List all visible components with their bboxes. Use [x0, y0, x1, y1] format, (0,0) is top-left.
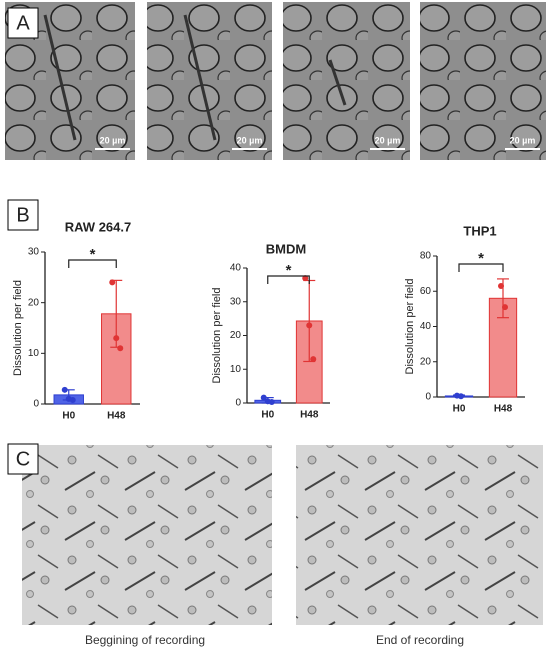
x-tick-label: H0 [62, 411, 75, 422]
crystal [328, 59, 347, 106]
data-point [502, 304, 508, 311]
significance-bracket [458, 263, 504, 272]
y-tick-label: 30 [28, 247, 40, 258]
data-point [310, 356, 317, 363]
data-point [458, 393, 464, 400]
x-tick-label: H0 [261, 410, 274, 421]
scale-bar-label: 20 µm [375, 135, 401, 145]
panel-b: B RAW 264.7 Dissolution per field 0 10 20 30 H… [7, 199, 525, 422]
y-tick-label: 60 [420, 286, 432, 297]
panel-label: B [16, 204, 29, 226]
significance-label: * [478, 250, 484, 267]
data-point [69, 396, 76, 403]
caption: End of recording [376, 633, 464, 647]
chart-title: THP1 [463, 223, 496, 238]
y-axis-label: Dissolution per field [404, 279, 416, 375]
data-point [113, 335, 120, 342]
y-tick-label: 0 [425, 392, 431, 403]
data-point [260, 394, 267, 401]
micrograph [147, 2, 272, 160]
panel-label: C [16, 448, 30, 470]
y-tick-label: 40 [420, 321, 432, 332]
chart-title: BMDM [266, 241, 306, 256]
y-axis-label: Dissolution per field [12, 280, 24, 376]
caption: Beggining of recording [85, 633, 205, 647]
y-tick-label: 30 [230, 296, 242, 307]
y-tick-label: 80 [420, 251, 432, 262]
x-tick-label: H48 [300, 410, 319, 421]
data-point [498, 282, 504, 289]
chart-title: RAW 264.7 [65, 219, 131, 234]
panel-a: A 20 µm 20 µm 20 µm 20 µm [5, 2, 546, 160]
data-point [109, 279, 116, 286]
x-tick-label: H0 [453, 404, 466, 415]
data-point [302, 275, 309, 282]
panel-label-box [7, 443, 39, 475]
scale-bar-label: 20 µm [100, 135, 126, 145]
data-point [268, 398, 275, 405]
significance-bracket [68, 259, 117, 268]
y-tick-label: 40 [230, 263, 242, 274]
y-tick-label: 0 [235, 398, 241, 409]
panel-label-box [7, 199, 39, 231]
micrograph [22, 445, 272, 625]
panel-c: C Beggining of recording End of recordin… [7, 443, 543, 647]
y-tick-label: 20 [420, 356, 432, 367]
y-tick-label: 10 [28, 348, 40, 359]
data-point [306, 322, 313, 329]
significance-bracket [267, 275, 310, 284]
y-tick-label: 20 [28, 297, 40, 308]
panel-label-box [7, 7, 39, 39]
significance-label: * [90, 246, 96, 263]
y-tick-label: 10 [230, 364, 242, 375]
data-point [117, 345, 124, 352]
scale-bar-label: 20 µm [510, 135, 536, 145]
crystal [183, 14, 217, 141]
y-axis-label: Dissolution per field [211, 288, 223, 384]
micrograph [283, 2, 410, 160]
significance-label: * [286, 262, 292, 279]
data-point [61, 386, 68, 393]
x-tick-label: H48 [494, 404, 513, 415]
scale-bar-label: 20 µm [237, 135, 263, 145]
micrograph [296, 445, 543, 625]
crystal [43, 14, 77, 141]
micrograph [420, 2, 546, 160]
y-tick-label: 20 [230, 330, 242, 341]
panel-label: A [16, 12, 30, 34]
x-tick-label: H48 [107, 411, 126, 422]
y-tick-label: 0 [33, 399, 39, 410]
